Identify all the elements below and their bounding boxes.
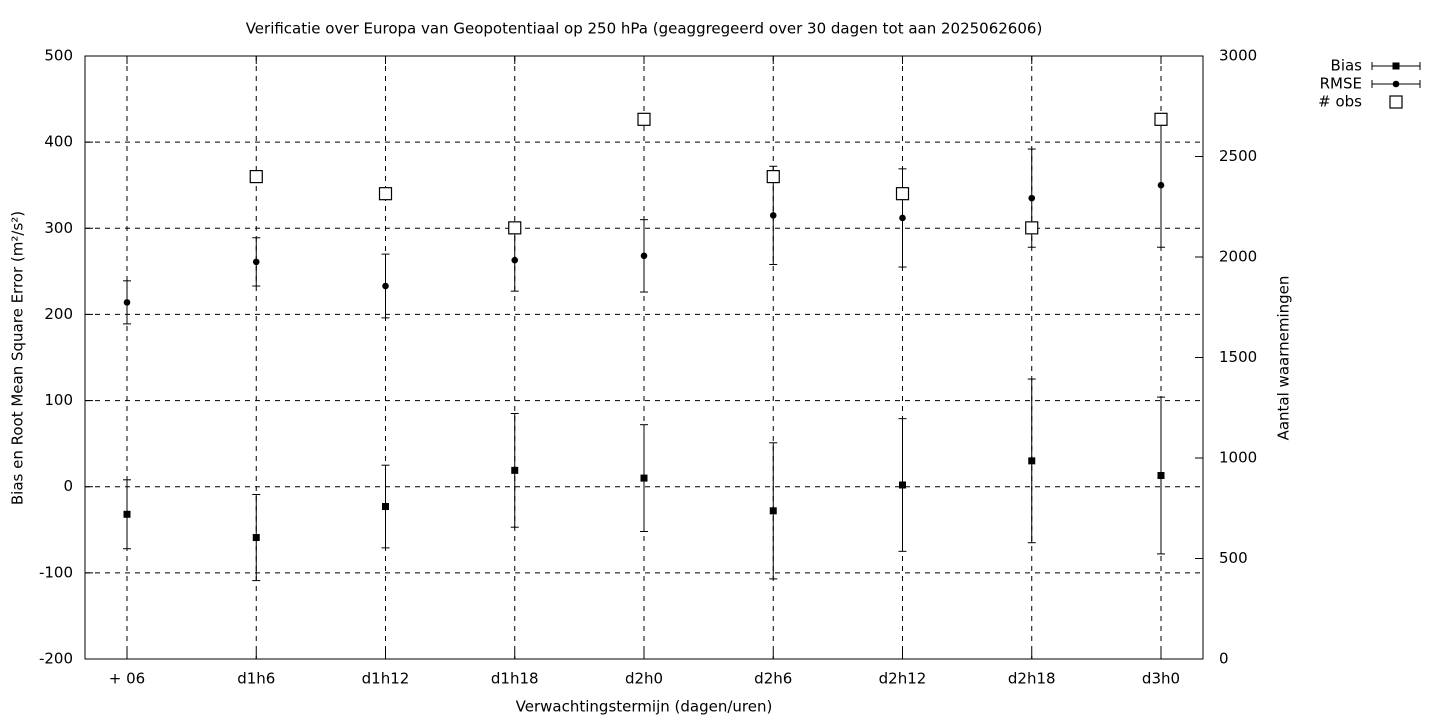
marker (382, 282, 389, 290)
legend-label: Bias (1331, 57, 1363, 75)
marker (1392, 62, 1400, 70)
chart-title: Verificatie over Europa van Geopotentiaa… (246, 20, 1043, 38)
x-tick-label: + 06 (109, 670, 145, 688)
marker (766, 170, 780, 184)
y-tick-label: 500 (44, 47, 73, 65)
marker (1157, 181, 1165, 189)
marker (1025, 221, 1039, 235)
y-axis-label: Bias en Root Mean Square Error (m²/s²) (9, 211, 27, 505)
marker (769, 212, 777, 219)
y-tick-label: -200 (39, 650, 73, 668)
y-tick-label: 200 (44, 305, 73, 323)
marker (249, 170, 263, 184)
marker (898, 481, 906, 489)
marker (640, 252, 648, 260)
marker (123, 510, 131, 518)
marker (895, 187, 910, 201)
marker (252, 258, 260, 266)
y2-tick-label: 3000 (1219, 47, 1257, 65)
marker (1389, 95, 1403, 109)
y2-tick-label: 0 (1219, 650, 1229, 668)
x-tick-label: d2h6 (754, 670, 792, 688)
marker (769, 507, 777, 515)
y2-tick-label: 1500 (1219, 348, 1257, 366)
y-tick-label: -100 (39, 563, 73, 581)
x-tick-label: d1h12 (362, 670, 410, 688)
y2-tick-label: 1000 (1219, 449, 1257, 467)
y2-tick-label: 2000 (1219, 248, 1257, 266)
marker (1157, 472, 1165, 480)
y2-tick-label: 500 (1219, 549, 1248, 567)
marker (1028, 194, 1036, 202)
marker (511, 466, 519, 474)
y2-tick-label: 2500 (1219, 147, 1257, 165)
marker (640, 474, 648, 482)
marker (1392, 80, 1400, 88)
x-tick-label: d1h18 (491, 670, 539, 688)
x-tick-label: d2h0 (625, 670, 663, 688)
x-axis-label: Verwachtingstermijn (dagen/uren) (516, 698, 773, 716)
marker (637, 112, 651, 126)
x-tick-label: d2h18 (1008, 670, 1056, 688)
marker (382, 503, 390, 511)
marker (123, 299, 131, 306)
y-tick-label: 400 (44, 133, 73, 151)
legend-label: RMSE (1320, 75, 1362, 93)
marker (899, 214, 906, 222)
marker (252, 534, 260, 542)
x-tick-label: d1h6 (237, 670, 275, 688)
marker (511, 256, 519, 264)
x-tick-label: d3h0 (1142, 670, 1180, 688)
marker (1154, 112, 1168, 126)
legend-label: # obs (1318, 93, 1362, 111)
x-tick-label: d2h12 (879, 670, 927, 688)
marker (1028, 457, 1036, 465)
y-tick-label: 300 (44, 219, 73, 237)
y-tick-label: 100 (44, 391, 73, 409)
marker (508, 221, 522, 235)
y2-axis-label: Aantal waarnemingen (1275, 276, 1293, 441)
y-tick-label: 0 (63, 477, 73, 495)
marker (378, 187, 393, 201)
